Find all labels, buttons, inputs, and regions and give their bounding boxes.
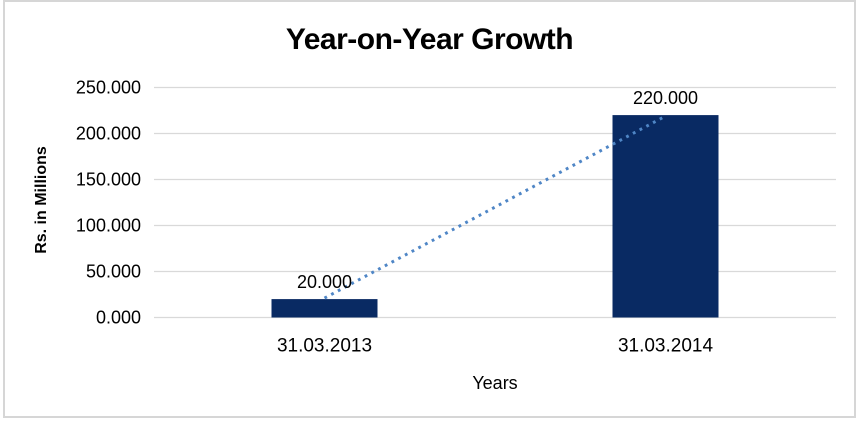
chart-title: Year-on-Year Growth bbox=[285, 23, 574, 56]
x-category-label: 31.03.2013 bbox=[277, 336, 372, 357]
y-tick-label: 50.000 bbox=[86, 262, 141, 282]
y-tick-label: 0.000 bbox=[96, 308, 141, 328]
x-axis-title: Years bbox=[472, 373, 518, 393]
y-tick-label: 150.000 bbox=[76, 170, 141, 190]
x-category-label: 31.03.2014 bbox=[618, 336, 714, 357]
y-tick-label: 250.000 bbox=[76, 78, 141, 98]
bar bbox=[271, 299, 378, 318]
bar-value-label: 20.000 bbox=[297, 272, 352, 292]
bar-value-label: 220.000 bbox=[633, 88, 698, 108]
y-tick-label: 100.000 bbox=[76, 216, 141, 236]
y-tick-label: 200.000 bbox=[76, 124, 141, 144]
bar bbox=[612, 115, 719, 318]
